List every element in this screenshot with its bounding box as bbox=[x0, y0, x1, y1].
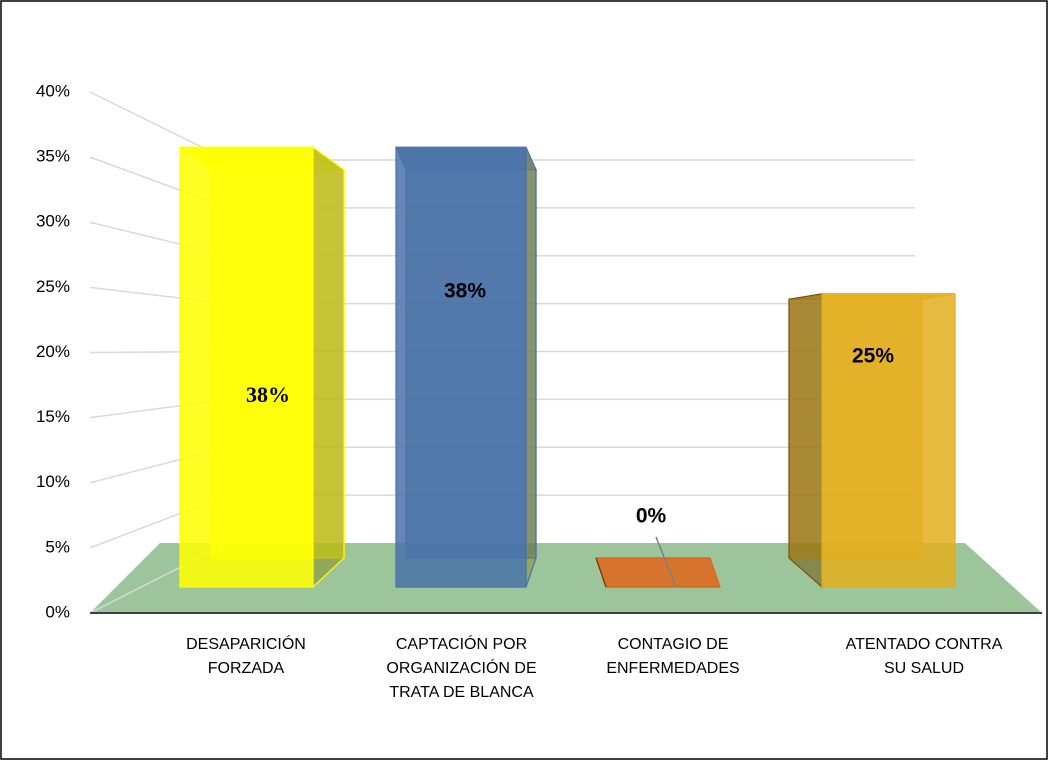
bar bbox=[788, 293, 956, 589]
bar-front bbox=[821, 293, 956, 588]
y-tick-label: 25% bbox=[36, 277, 70, 296]
y-tick-label: 20% bbox=[36, 342, 70, 361]
leader-line bbox=[655, 536, 677, 588]
bar-top bbox=[595, 557, 721, 588]
data-label: 38% bbox=[246, 382, 290, 407]
x-tick-label: CAPTACIÓN POR ORGANIZACIÓN DE TRATA DE B… bbox=[386, 636, 537, 701]
x-tick-label: DESAPARICIÓN FORZADA bbox=[186, 636, 306, 677]
bar-side bbox=[525, 147, 537, 588]
data-label: 38% bbox=[444, 280, 486, 303]
bar bbox=[395, 146, 537, 588]
bar-front bbox=[395, 146, 527, 588]
y-tick-label: 40% bbox=[36, 81, 70, 100]
bar bbox=[595, 557, 721, 588]
y-tick-label: 30% bbox=[36, 212, 70, 231]
bar bbox=[178, 146, 346, 589]
bar-side bbox=[788, 293, 823, 589]
bar-front bbox=[179, 146, 314, 588]
x-tick-label: ATENTADO CONTRA SU SALUD bbox=[845, 636, 1003, 677]
y-tick-label: 5% bbox=[45, 537, 70, 556]
y-tick-label: 35% bbox=[36, 147, 70, 166]
data-label: 0% bbox=[636, 505, 667, 528]
x-tick-label: CONTAGIO DE ENFERMEDADES bbox=[606, 636, 740, 677]
bar-side bbox=[312, 146, 345, 589]
y-tick-label: 10% bbox=[36, 472, 70, 491]
y-tick-label: 0% bbox=[45, 602, 70, 621]
bar-side bbox=[595, 557, 607, 588]
data-label: 25% bbox=[852, 345, 894, 368]
y-tick-label: 15% bbox=[36, 407, 70, 426]
